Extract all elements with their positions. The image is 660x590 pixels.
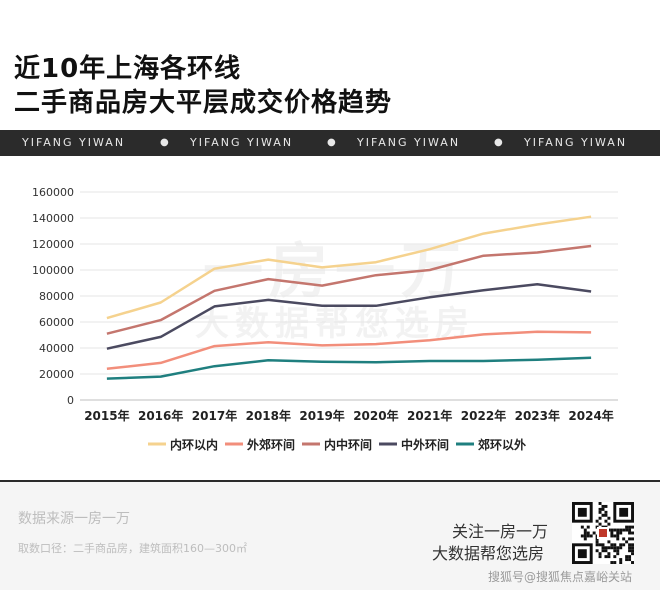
y-tick-label: 60000 <box>39 316 74 329</box>
band-dot: ● <box>160 137 171 148</box>
series-line-1 <box>106 215 592 320</box>
band-text-4: YIFANG YIWAN <box>524 136 628 149</box>
footer: 数据来源一房一万 取数口径：二手商品房，建筑面积160—300㎡ 关注一房一万 … <box>0 480 660 590</box>
x-tick-label: 2022年 <box>461 408 506 423</box>
y-tick-label: 100000 <box>32 264 74 277</box>
y-tick-label: 20000 <box>39 368 74 381</box>
y-tick-label: 0 <box>67 394 74 407</box>
credit-text: 搜狐号@搜狐焦点嘉峪关站 <box>488 570 633 584</box>
y-tick-label: 80000 <box>39 290 74 303</box>
x-tick-label: 2015年 <box>84 408 129 423</box>
line-chart: 0 20000 40000 60000 80000 100000 120000 140000 1… <box>32 186 618 452</box>
y-tick-label: 160000 <box>32 186 74 199</box>
chart-title: 近10年上海各环线 二手商品房大平层成交价格趋势 <box>14 52 614 120</box>
x-tick-label: 2024年 <box>568 408 613 423</box>
legend-label: 郊环以外 <box>478 437 526 452</box>
y-tick-label: 40000 <box>39 342 74 355</box>
slogan-text: 大数据帮您选房 <box>432 544 545 563</box>
x-tick-label: 2023年 <box>515 408 560 423</box>
band-text-3: YIFANG YIWAN <box>357 136 461 149</box>
x-tick-label: 2017年 <box>192 408 237 423</box>
qr-code-icon[interactable] <box>572 502 634 564</box>
title-line-2: 二手商品房大平层成交价格趋势 <box>14 88 393 118</box>
legend-label: 外郊环间 <box>247 437 295 452</box>
x-tick-label: 2020年 <box>353 408 398 423</box>
band-text-1: YIFANG YIWAN <box>22 136 126 149</box>
x-tick-label: 2016年 <box>138 408 183 423</box>
legend-label: 内环以内 <box>170 437 218 452</box>
band-dot: ● <box>494 137 505 148</box>
follow-text: 关注一房一万 <box>452 522 549 541</box>
series-line-5 <box>106 356 592 380</box>
brand-band: YIFANG YIWAN ● YIFANG YIWAN ● YIFANG YIW… <box>0 130 660 156</box>
band-text-2: YIFANG YIWAN <box>190 136 294 149</box>
series-line-3 <box>106 244 592 335</box>
y-tick-label: 120000 <box>32 238 74 251</box>
series-line-4 <box>106 283 592 350</box>
legend-label: 中外环间 <box>401 437 449 452</box>
data-source: 数据来源一房一万 <box>18 511 130 527</box>
x-tick-label: 2019年 <box>299 408 344 423</box>
series-line-2 <box>106 330 592 371</box>
x-tick-label: 2021年 <box>407 408 452 423</box>
band-dot: ● <box>327 137 338 148</box>
y-tick-label: 140000 <box>32 212 74 225</box>
data-caliber: 取数口径：二手商品房，建筑面积160—300㎡ <box>18 542 247 555</box>
x-tick-label: 2018年 <box>246 408 291 423</box>
title-line-1: 近10年上海各环线 <box>14 54 242 84</box>
legend-label: 内中环间 <box>324 437 372 452</box>
